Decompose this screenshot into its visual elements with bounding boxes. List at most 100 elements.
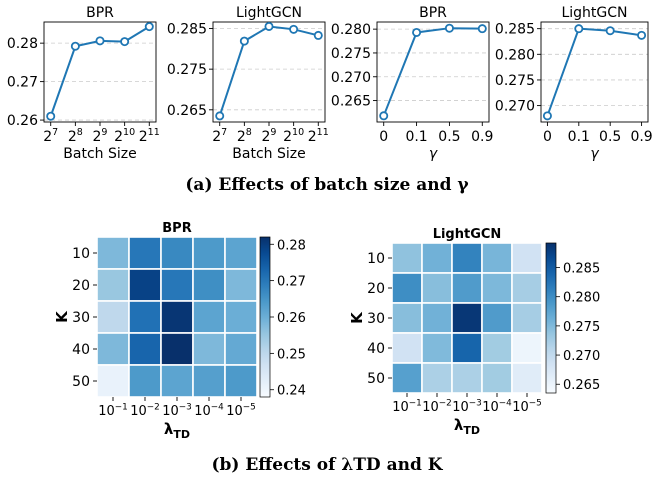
heatmap-cell (192, 332, 226, 366)
heatmap-cell (511, 242, 543, 274)
data-point (605, 26, 615, 36)
data-point (574, 24, 584, 34)
data-point (542, 111, 552, 121)
y-axis-label: K (53, 310, 71, 323)
data-point (46, 111, 56, 121)
x-tick-label: 28 (237, 127, 252, 145)
heatmap-cell (128, 364, 162, 398)
y-tick-label: 20 (367, 281, 385, 297)
heatmap-cell (128, 268, 162, 302)
heatmap-cell (451, 332, 483, 364)
x-axis-label: λTD (164, 420, 190, 441)
y-tick-label: 0.265 (167, 103, 207, 119)
x-axis-label: Batch Size (63, 146, 136, 162)
heatmap-cell (421, 302, 453, 334)
x-tick-label: 10−3 (162, 403, 192, 419)
heatmap-cell (511, 332, 543, 364)
heatmap-cell (511, 362, 543, 394)
heatmap-cell (192, 364, 226, 398)
x-axis-label: γ (429, 146, 438, 162)
line-chart-4: 0.270 0.275 0.280 0.285 0 0.1 0.5 0.9 LightGCN γ (495, 5, 653, 162)
y-tick-label: 0.265 (331, 94, 371, 110)
line-chart-3: 0.265 0.270 0.275 0.280 0 0.1 0.5 0.9 BPR γ (331, 5, 494, 162)
chart-title: LightGCN (433, 227, 502, 242)
heatmap-cell (421, 362, 453, 394)
data-point (144, 22, 154, 32)
colorbar-tick-label: 0.27 (277, 275, 306, 290)
x-tick-label: 27 (212, 127, 227, 145)
x-axis-label: γ (590, 146, 599, 162)
x-tick-label: 0.1 (568, 129, 590, 145)
heatmap-cell (224, 300, 258, 334)
x-tick-label: 10−4 (482, 399, 512, 415)
chart-title: LightGCN (236, 5, 302, 21)
heatmap-cell (224, 236, 258, 270)
chart-title: LightGCN (561, 5, 627, 21)
heatmap-cell (96, 364, 130, 398)
colorbar-tick-label: 0.280 (563, 291, 600, 306)
x-tick-label: 10−1 (98, 403, 128, 419)
y-tick-label: 0.285 (167, 22, 207, 38)
x-tick-label: 0.5 (599, 129, 621, 145)
heatmap-cell (421, 332, 453, 364)
heatmap-cell (391, 302, 423, 334)
heatmap-cell (391, 332, 423, 364)
x-axis-label: Batch Size (232, 146, 305, 162)
x-tick-label: 28 (68, 127, 83, 145)
y-tick-label: 10 (367, 251, 385, 267)
heatmap-cell (96, 332, 130, 366)
heatmap-cell (224, 332, 258, 366)
data-point (264, 21, 274, 31)
colorbar-tick-label: 0.285 (563, 262, 600, 277)
heatmap-cell (391, 362, 423, 394)
heatmap-2: 10 20 30 40 50 10−1 10−2 10−3 10−4 10−5 LightGCN λT… (348, 227, 600, 437)
heatmap-cell (160, 332, 194, 366)
colorbar-tick-label: 0.26 (277, 311, 306, 326)
heatmap-cell (481, 332, 513, 364)
heatmap-cell (192, 300, 226, 334)
chart-title: BPR (419, 5, 447, 21)
heatmap-cell (391, 242, 423, 274)
x-tick-label: 10−3 (452, 399, 482, 415)
x-tick-label: 29 (262, 127, 277, 145)
heatmap-cell (451, 242, 483, 274)
colorbar (545, 242, 557, 394)
y-tick-label: 20 (72, 278, 90, 294)
x-tick-label: 10−5 (512, 399, 542, 415)
plot-frame (212, 21, 326, 123)
x-tick-label: 0 (543, 129, 552, 145)
heatmap-cell (160, 268, 194, 302)
data-point (379, 111, 389, 121)
colorbar-tick-label: 0.24 (277, 384, 306, 399)
heatmap-cell (96, 268, 130, 302)
x-tick-label: 211 (139, 127, 160, 145)
x-tick-label: 210 (114, 127, 135, 145)
heatmap-cell (451, 302, 483, 334)
heatmap-cell (511, 302, 543, 334)
heatmap-cell (160, 236, 194, 270)
data-point (637, 30, 647, 40)
x-tick-label: 10−2 (130, 403, 160, 419)
y-tick-label: 0.275 (495, 73, 535, 89)
colorbar (259, 236, 271, 398)
heatmap-cell (192, 268, 226, 302)
series-line (218, 25, 319, 117)
heatmap-cell (160, 364, 194, 398)
data-point (313, 30, 323, 40)
y-tick-label: 40 (72, 342, 90, 358)
caption-a: (a) Effects of batch size and γ (185, 175, 469, 195)
colorbar-tick-label: 0.28 (277, 238, 306, 253)
series-line (546, 27, 642, 117)
x-tick-label: 29 (93, 127, 108, 145)
heatmap-cell (128, 300, 162, 334)
x-tick-label: 211 (308, 127, 329, 145)
heatmap-cell (224, 364, 258, 398)
heatmap-cell (481, 242, 513, 274)
y-tick-label: 50 (72, 374, 90, 390)
x-tick-label: 0.9 (630, 129, 652, 145)
data-point (70, 41, 80, 51)
heatmap-cell (451, 362, 483, 394)
y-tick-label: 0.280 (331, 22, 371, 38)
